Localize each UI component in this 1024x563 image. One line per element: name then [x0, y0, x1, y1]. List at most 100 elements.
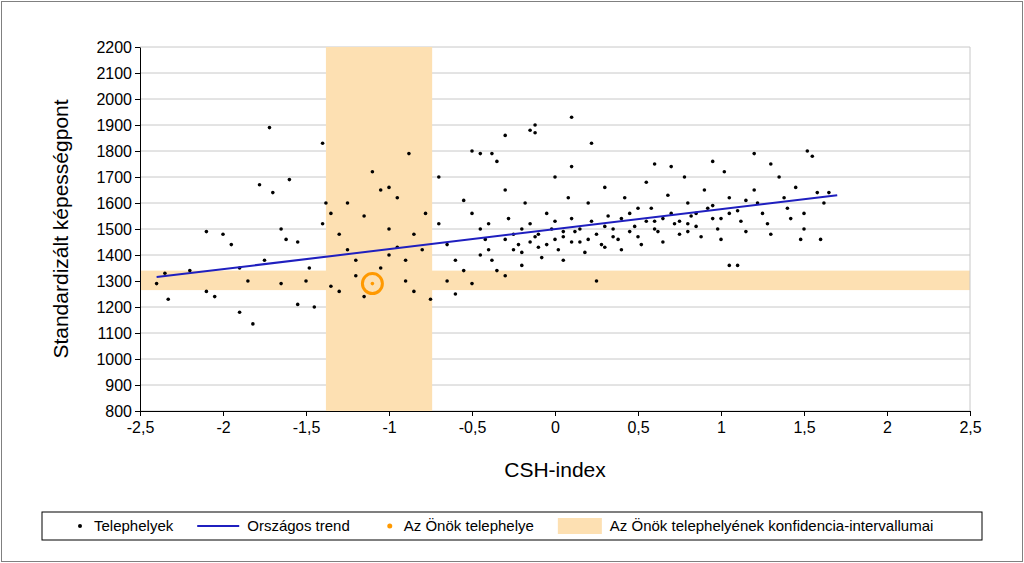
point: [719, 217, 723, 221]
x-tick-label: 1,5: [793, 419, 815, 436]
point: [566, 196, 570, 200]
y-tick: 2200: [96, 39, 140, 56]
y-tick-label: 1700: [96, 169, 132, 186]
confidence-band-y: [140, 271, 970, 291]
x-tick-mark: [721, 411, 722, 416]
point: [628, 230, 632, 234]
y-tick-label: 1500: [96, 221, 132, 238]
legend-dot: [78, 524, 82, 528]
point: [661, 217, 665, 221]
point: [689, 214, 693, 218]
confidence-band-x: [326, 47, 432, 411]
y-tick: 1600: [96, 195, 140, 212]
y-tick-label: 2100: [96, 65, 132, 82]
point: [304, 279, 308, 283]
point: [337, 290, 341, 294]
point: [706, 206, 710, 210]
point: [371, 170, 375, 174]
point: [354, 258, 358, 262]
y-tick: 1800: [96, 143, 140, 160]
y-tick-mark: [135, 177, 140, 178]
point: [694, 225, 698, 229]
x-axis: -2,5-2-1,5-1-0,500,511,522,5: [127, 411, 982, 436]
y-tick: 1300: [96, 273, 140, 290]
point: [387, 227, 391, 231]
x-tick-label: 2,5: [959, 419, 981, 436]
point: [540, 256, 544, 260]
y-tick-label: 1200: [96, 299, 132, 316]
point: [296, 303, 300, 307]
point: [503, 188, 507, 192]
point: [155, 282, 159, 286]
point: [649, 206, 653, 210]
point: [437, 222, 441, 226]
point: [728, 212, 732, 216]
x-tick-label: -2,5: [127, 419, 155, 436]
point: [503, 134, 507, 138]
point: [324, 201, 328, 205]
legend-label: Az Önök telephelye: [404, 517, 534, 534]
point: [313, 305, 317, 309]
point: [616, 238, 620, 242]
point: [656, 230, 660, 234]
x-tick: -2: [216, 411, 230, 436]
point: [412, 290, 416, 294]
point: [553, 219, 557, 223]
point: [362, 214, 366, 218]
point: [811, 154, 815, 158]
grid-line: [140, 47, 970, 48]
point: [603, 245, 607, 249]
point: [337, 232, 341, 236]
grid-line: [140, 203, 970, 204]
y-tick-mark: [135, 125, 140, 126]
y-tick-label: 1400: [96, 247, 132, 264]
x-tick: -1,5: [293, 411, 321, 436]
point: [719, 238, 723, 242]
legend-symbol: [197, 526, 239, 527]
y-tick-label: 1900: [96, 117, 132, 134]
point: [490, 152, 494, 156]
grid-line: [140, 151, 970, 152]
point: [512, 248, 516, 252]
point: [562, 235, 566, 239]
point: [606, 214, 610, 218]
y-tick: 2000: [96, 91, 140, 108]
y-tick: 1500: [96, 221, 140, 238]
y-tick: 1400: [96, 247, 140, 264]
y-tick-label: 900: [105, 377, 132, 394]
point: [827, 191, 831, 195]
point: [570, 217, 574, 221]
y-tick-mark: [135, 411, 140, 412]
point: [628, 212, 632, 216]
point: [728, 196, 732, 200]
series: [362, 274, 382, 294]
point: [736, 264, 740, 268]
point: [487, 248, 491, 252]
y-tick-mark: [135, 359, 140, 360]
y-tick: 1100: [98, 325, 140, 342]
legend-symbol: [387, 524, 392, 529]
point: [329, 212, 333, 216]
point: [636, 235, 640, 239]
point: [479, 253, 483, 257]
point: [553, 175, 557, 179]
point: [769, 232, 773, 236]
point: [387, 186, 391, 190]
point: [620, 217, 624, 221]
point: [794, 186, 798, 190]
grid: [140, 47, 970, 411]
point: [188, 269, 192, 273]
x-axis-title: CSH-index: [504, 458, 606, 481]
point: [786, 206, 790, 210]
legend-symbol: [78, 524, 82, 528]
point: [517, 243, 521, 247]
point: [686, 230, 690, 234]
legend: TelephelyekOrszágos trendAz Önök telephe…: [42, 512, 982, 540]
point: [251, 322, 255, 326]
plot-border: [970, 47, 971, 411]
legend-swatch: [558, 518, 602, 534]
y-tick-label: 1300: [96, 273, 132, 290]
point: [479, 227, 483, 231]
legend-line: [197, 525, 239, 527]
point: [445, 243, 449, 247]
